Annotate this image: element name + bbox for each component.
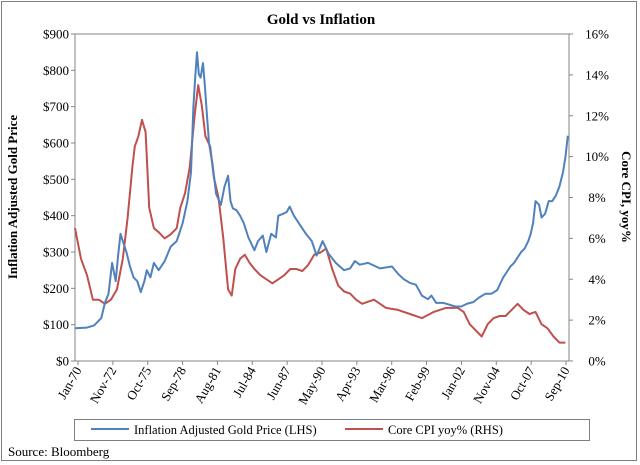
- legend-label-cpi: Core CPI yoy% (RHS): [388, 423, 503, 437]
- left-axis-ticks: $0 $100 $200 $300 $400 $500 $600 $700 $800 $900: [43, 27, 75, 369]
- x-tick-label: Jul-84: [230, 364, 259, 400]
- right-tick-label: 4%: [588, 272, 606, 287]
- right-tick-label: 6%: [588, 231, 606, 246]
- right-tick-label: 10%: [585, 149, 609, 164]
- right-tick-label: 12%: [585, 108, 609, 123]
- source-note: Source: Bloomberg: [8, 444, 110, 459]
- x-tick-label: Oct-75: [123, 364, 154, 403]
- right-axis-ticks: 0% 2% 4% 6% 8% 10% 12% 14% 16%: [569, 27, 609, 369]
- legend-label-gold: Inflation Adjusted Gold Price (LHS): [134, 423, 317, 437]
- right-tick-label: 2%: [588, 313, 606, 328]
- x-tick-label: Nov-72: [87, 364, 120, 406]
- chart-title: Gold vs Inflation: [267, 12, 376, 28]
- chart-legend: Inflation Adjusted Gold Price (LHS) Core…: [74, 419, 590, 441]
- right-tick-label: 8%: [588, 190, 606, 205]
- left-tick-label: $800: [43, 63, 69, 78]
- right-axis-label: Core CPI, yoy%: [619, 151, 634, 243]
- left-tick-label: $100: [43, 317, 69, 332]
- right-tick-label: 16%: [585, 27, 609, 42]
- x-tick-label: Feb-99: [402, 364, 433, 403]
- left-tick-label: $200: [43, 281, 69, 296]
- series-lines: [74, 51, 569, 344]
- legend-item-cpi: Core CPI yoy% (RHS): [345, 423, 503, 438]
- legend-swatch-cpi: [345, 428, 383, 431]
- x-tick-label: Apr-93: [332, 364, 364, 404]
- x-tick-label: Mar-96: [366, 364, 399, 405]
- right-tick-label: 14%: [585, 67, 609, 82]
- core-cpi-line: [74, 84, 566, 344]
- x-tick-label: Jan-02: [438, 364, 468, 402]
- left-tick-label: $400: [43, 208, 69, 223]
- left-tick-label: $300: [43, 245, 69, 260]
- x-tick-label: Jan-70: [54, 364, 84, 402]
- x-tick-label: Nov-04: [470, 364, 503, 406]
- x-tick-label: Sep-78: [158, 364, 189, 403]
- left-axis-label: Inflation Adjusted Gold Price: [5, 115, 20, 280]
- x-axis-ticks: Jan-70 Nov-72 Oct-75 Sep-78 Aug-81 Jul-84 Jun-…: [54, 361, 573, 407]
- x-tick-label: Jun-87: [263, 364, 294, 403]
- x-tick-label: Oct-07: [507, 364, 538, 403]
- left-tick-label: $0: [56, 354, 69, 369]
- x-tick-label: May-90: [295, 364, 329, 407]
- left-tick-label: $900: [43, 27, 69, 42]
- x-tick-label: Aug-81: [191, 364, 224, 406]
- x-tick-label: Sep-10: [541, 364, 572, 403]
- gold-price-line: [74, 51, 569, 330]
- legend-swatch-gold: [91, 428, 129, 431]
- legend-item-gold: Inflation Adjusted Gold Price (LHS): [91, 423, 317, 438]
- left-tick-label: $500: [43, 172, 69, 187]
- left-tick-label: $700: [43, 99, 69, 114]
- right-tick-label: 0%: [588, 354, 606, 369]
- left-tick-label: $600: [43, 136, 69, 151]
